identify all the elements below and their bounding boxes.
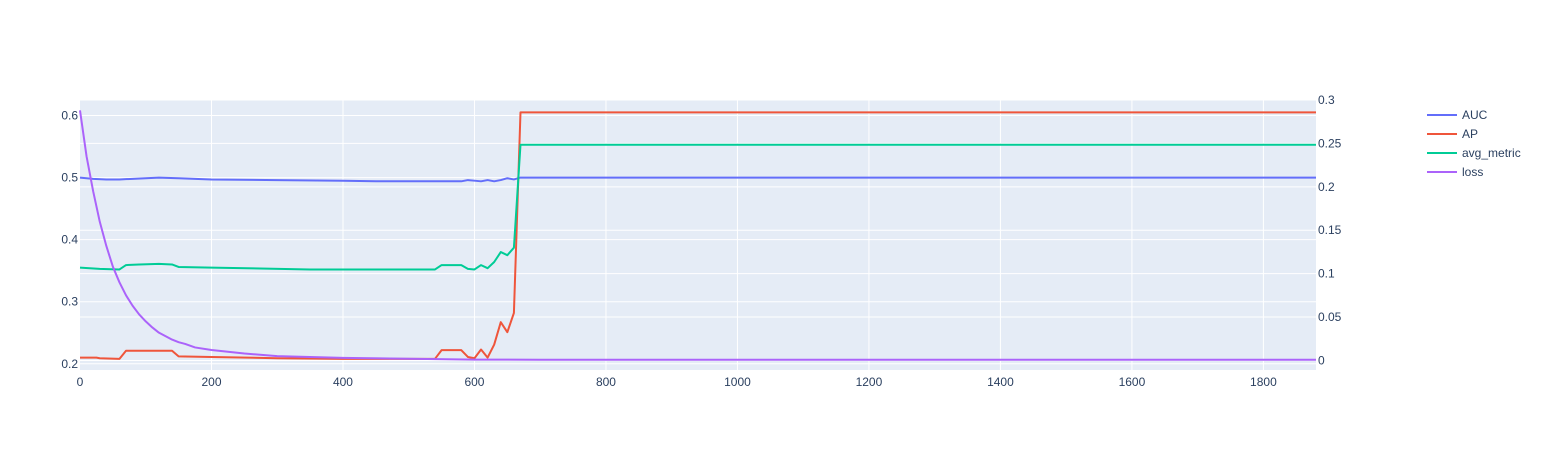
series-layer bbox=[79, 110, 1316, 361]
legend-label: AUC bbox=[1462, 108, 1488, 122]
left-y-tick-label: 0.6 bbox=[61, 109, 78, 123]
series-line-ap bbox=[80, 111, 1316, 360]
series-line-auc bbox=[79, 176, 1316, 183]
x-tick-label: 1000 bbox=[724, 375, 751, 389]
right-y-tick-label: 0.05 bbox=[1318, 310, 1342, 324]
legend-item-loss[interactable]: loss bbox=[1427, 165, 1483, 179]
x-tick-label: 400 bbox=[333, 375, 353, 389]
left-y-axis-tick-labels: 0.2 0.3 0.4 0.5 0.6 bbox=[61, 109, 78, 371]
legend-label: AP bbox=[1462, 127, 1478, 141]
left-y-tick-label: 0.2 bbox=[61, 357, 78, 371]
series-line-avg-metric bbox=[79, 143, 1316, 271]
x-axis-tick-labels: 0 200 400 600 800 1000 1200 1400 1600 1800 bbox=[77, 375, 1277, 389]
right-y-axis-tick-labels: 0 0.05 0.1 0.15 0.2 0.25 0.3 bbox=[1318, 93, 1342, 367]
right-y-tick-label: 0.2 bbox=[1318, 180, 1335, 194]
x-tick-label: 1200 bbox=[856, 375, 883, 389]
x-tick-label: 0 bbox=[77, 375, 84, 389]
left-y-tick-label: 0.3 bbox=[61, 295, 78, 309]
x-tick-label: 1600 bbox=[1119, 375, 1146, 389]
right-y-tick-label: 0.1 bbox=[1318, 267, 1335, 281]
plot-background bbox=[80, 100, 1316, 370]
left-y-tick-label: 0.4 bbox=[61, 233, 78, 247]
legend-item-avg-metric[interactable]: avg_metric bbox=[1427, 146, 1521, 160]
left-y-tick-label: 0.5 bbox=[61, 171, 78, 185]
right-y-tick-label: 0.3 bbox=[1318, 93, 1335, 107]
legend-item-auc[interactable]: AUC bbox=[1427, 108, 1488, 122]
right-y-tick-label: 0.15 bbox=[1318, 223, 1342, 237]
legend-label: loss bbox=[1462, 165, 1483, 179]
right-y-tick-label: 0.25 bbox=[1318, 136, 1342, 150]
series-line-loss bbox=[79, 110, 1316, 361]
legend-item-ap[interactable]: AP bbox=[1427, 127, 1478, 141]
right-y-tick-label: 0 bbox=[1318, 353, 1325, 367]
legend-label: avg_metric bbox=[1462, 146, 1521, 160]
x-tick-label: 200 bbox=[201, 375, 221, 389]
x-tick-label: 600 bbox=[464, 375, 484, 389]
x-tick-label: 1400 bbox=[987, 375, 1014, 389]
x-tick-label: 1800 bbox=[1250, 375, 1277, 389]
x-tick-label: 800 bbox=[596, 375, 616, 389]
